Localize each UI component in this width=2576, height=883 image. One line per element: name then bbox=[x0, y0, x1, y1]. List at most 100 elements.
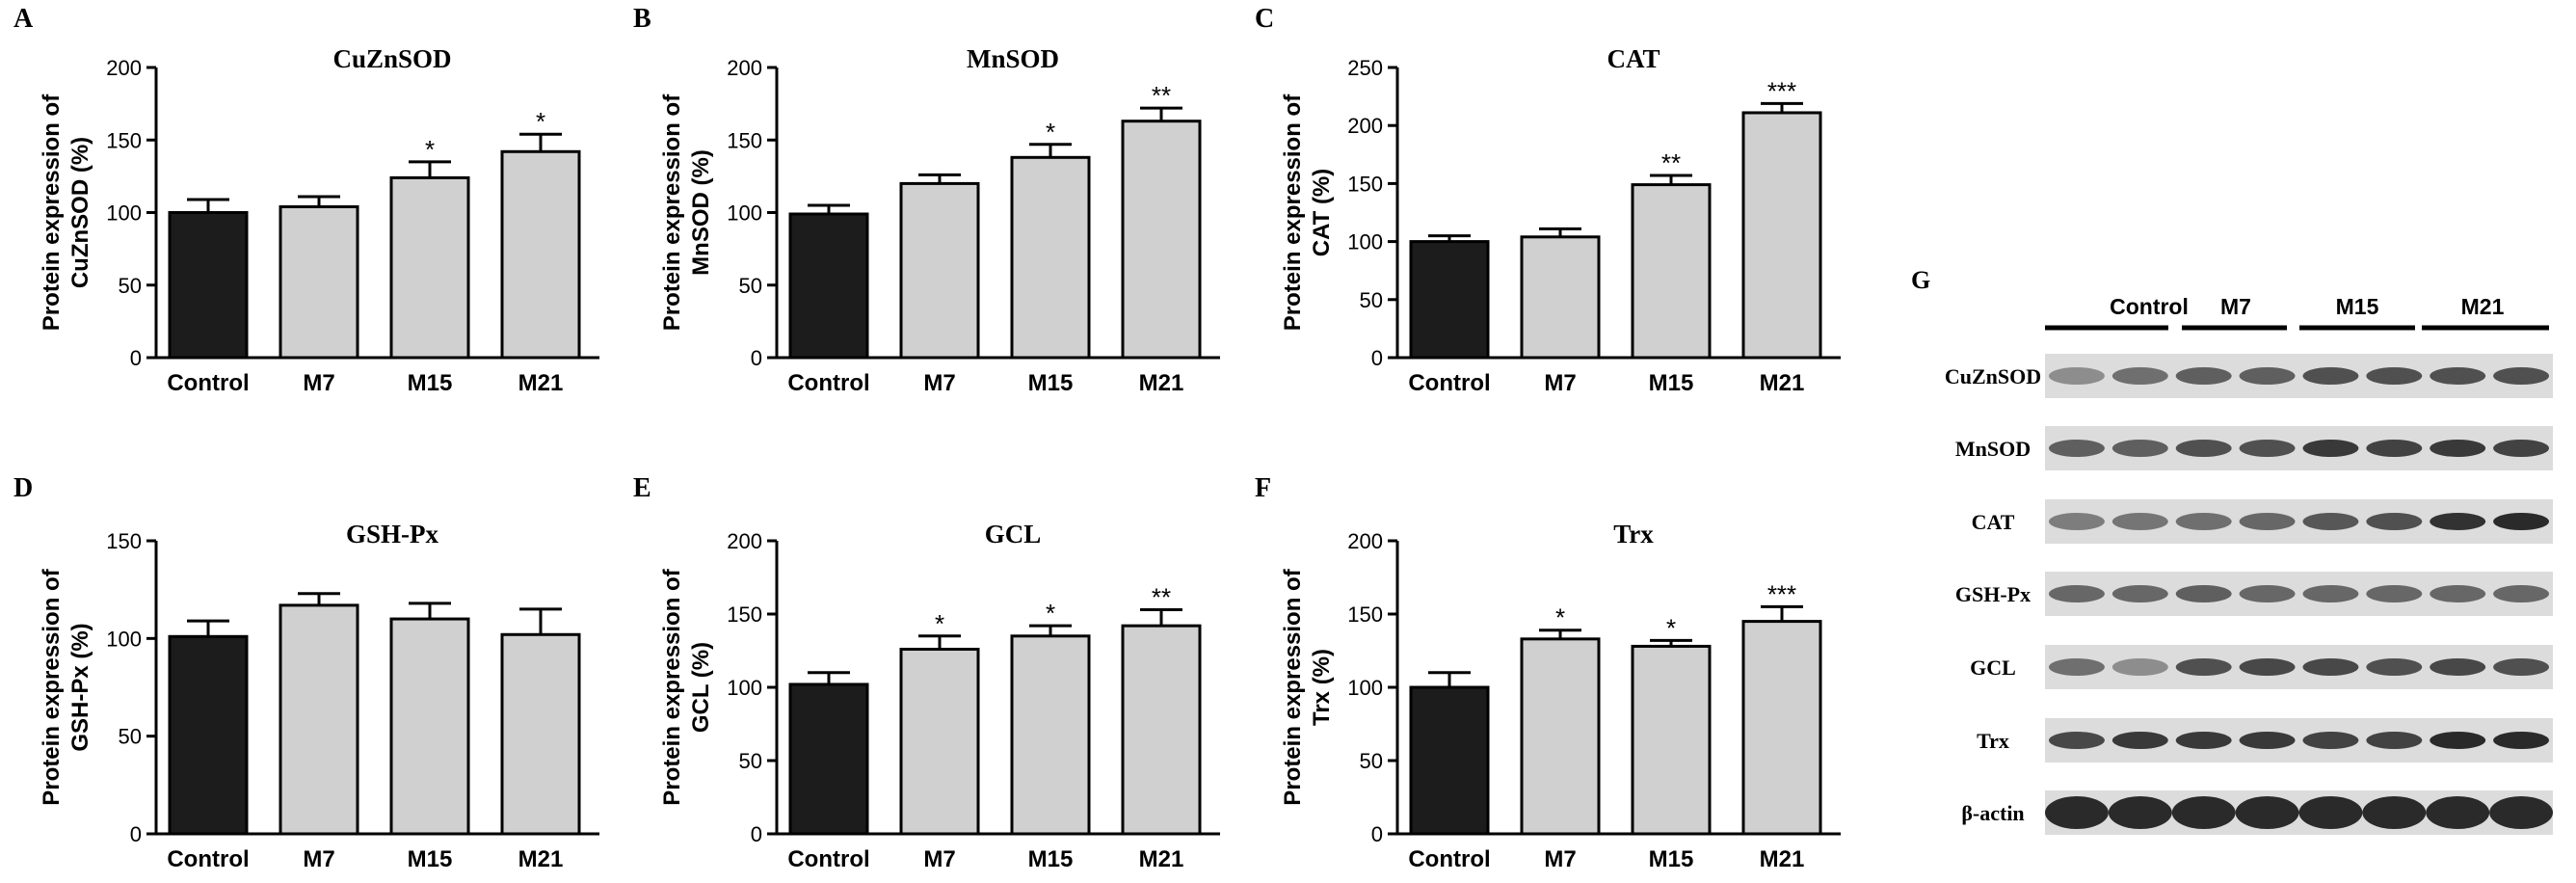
blot-protein-label: Trx bbox=[1977, 729, 2009, 753]
bar-m15 bbox=[1631, 183, 1712, 360]
bar-control bbox=[1409, 240, 1490, 360]
bar-m21 bbox=[1121, 624, 1202, 836]
blot-band bbox=[2489, 796, 2553, 829]
x-tick-label: M15 bbox=[1649, 846, 1694, 872]
x-tick-label: M15 bbox=[408, 370, 453, 396]
chart-panel-e: E GCL Protein expression of GCL (%) 0 50 100 15… bbox=[633, 473, 1220, 872]
x-tick-label: M15 bbox=[408, 846, 453, 872]
panel-label: E bbox=[633, 473, 651, 503]
y-axis-label-line: CuZnSOD (%) bbox=[67, 137, 93, 288]
chart-panel-c: C CAT Protein expression of CAT (%) 0 50 100 15… bbox=[1255, 4, 1841, 396]
bar-control bbox=[168, 634, 249, 836]
blot-row-gsh-px: GSH-Px bbox=[1955, 572, 2553, 616]
panel-label: B bbox=[633, 4, 651, 34]
blot-band bbox=[2111, 732, 2168, 749]
blot-band bbox=[2175, 585, 2232, 602]
y-tick-label: 150 bbox=[1347, 172, 1383, 196]
bar-m15 bbox=[1010, 634, 1091, 836]
blot-band bbox=[2430, 658, 2486, 676]
blot-band bbox=[2493, 585, 2549, 602]
x-tick-label: M21 bbox=[1139, 370, 1184, 396]
x-tick-label: M21 bbox=[518, 370, 564, 396]
x-tick-label: M7 bbox=[1544, 846, 1576, 872]
y-tick-label: 100 bbox=[727, 676, 762, 700]
y-tick-label: 0 bbox=[130, 346, 142, 370]
significance-marker: * bbox=[425, 135, 435, 164]
blot-group-label-m21: M21 bbox=[2461, 294, 2505, 319]
blot-band bbox=[2049, 732, 2105, 749]
bar-m15 bbox=[1010, 155, 1091, 360]
blot-band bbox=[2493, 513, 2549, 530]
y-tick-label: 150 bbox=[106, 128, 142, 152]
bar-m7 bbox=[899, 647, 980, 836]
blot-band bbox=[2302, 513, 2359, 530]
bar-m7 bbox=[279, 204, 359, 360]
blot-group-label-m7: M7 bbox=[2220, 294, 2251, 319]
x-tick-label: Control bbox=[167, 846, 249, 872]
blot-band bbox=[2302, 440, 2359, 457]
blot-protein-label: β-actin bbox=[1961, 801, 2024, 825]
blot-band bbox=[2049, 658, 2105, 676]
bar-control bbox=[788, 212, 869, 360]
y-tick-label: 150 bbox=[727, 128, 762, 152]
chart-title: GCL bbox=[985, 520, 1042, 549]
blot-band bbox=[2111, 440, 2168, 457]
blot-group-label-m15: M15 bbox=[2336, 294, 2379, 319]
chart-title: MnSOD bbox=[967, 44, 1059, 73]
blot-band bbox=[2366, 513, 2423, 530]
y-axis-label: Protein expression of Trx (%) bbox=[1280, 568, 1335, 805]
blot-protein-label: CAT bbox=[1972, 510, 2015, 534]
blot-band bbox=[2045, 796, 2109, 829]
y-axis-label-line: CAT (%) bbox=[1309, 169, 1335, 257]
x-tick-label: M15 bbox=[1028, 846, 1074, 872]
x-tick-label: M21 bbox=[1760, 370, 1805, 396]
blot-group-label-control: Control bbox=[2110, 294, 2189, 319]
y-tick-label: 50 bbox=[1360, 749, 1383, 773]
x-tick-label: M7 bbox=[303, 370, 334, 396]
x-tick-label: M15 bbox=[1028, 370, 1074, 396]
blot-row-mnsod: MnSOD bbox=[1955, 426, 2553, 470]
blot-band bbox=[2239, 440, 2296, 457]
panel-label: D bbox=[13, 473, 33, 503]
y-tick-label: 0 bbox=[130, 822, 142, 846]
bar-m7 bbox=[1520, 637, 1601, 836]
blot-protein-label: CuZnSOD bbox=[1945, 364, 2041, 388]
western-blot-panel-g: G Control M7 M15 M21 CuZnSOD MnSOD CAT GSH-Px GCL… bbox=[1911, 266, 2553, 835]
y-tick-label: 200 bbox=[1347, 114, 1383, 138]
blot-band bbox=[2430, 367, 2486, 385]
x-tick-label: M15 bbox=[1649, 370, 1694, 396]
y-axis-label-line: MnSOD (%) bbox=[688, 149, 714, 276]
blot-band bbox=[2302, 367, 2359, 385]
y-axis-label-line: Trx (%) bbox=[1309, 649, 1335, 726]
blot-band bbox=[2175, 658, 2232, 676]
bar-m15 bbox=[389, 617, 470, 836]
blot-band bbox=[2108, 796, 2172, 829]
y-tick-label: 100 bbox=[106, 201, 142, 226]
blot-band bbox=[2430, 585, 2486, 602]
bar-m7 bbox=[1520, 235, 1601, 360]
blot-band bbox=[2493, 658, 2549, 676]
blot-band bbox=[2493, 440, 2549, 457]
y-tick-label: 0 bbox=[1371, 822, 1383, 846]
blot-band bbox=[2366, 732, 2423, 749]
blot-band bbox=[2366, 367, 2423, 385]
significance-marker: ** bbox=[1152, 582, 1171, 611]
blot-band bbox=[2493, 367, 2549, 385]
y-tick-label: 150 bbox=[727, 602, 762, 627]
blot-band bbox=[2049, 513, 2105, 530]
bar-control bbox=[1409, 685, 1490, 836]
y-axis-label-line: GCL (%) bbox=[688, 642, 714, 733]
bar-m21 bbox=[500, 149, 581, 360]
y-tick-label: 150 bbox=[106, 529, 142, 553]
blot-band bbox=[2239, 367, 2296, 385]
bar-m15 bbox=[389, 175, 470, 360]
x-tick-label: Control bbox=[167, 370, 249, 396]
y-tick-label: 100 bbox=[727, 201, 762, 226]
panel-label: F bbox=[1255, 473, 1271, 503]
significance-marker: * bbox=[1046, 599, 1055, 628]
x-tick-label: Control bbox=[1408, 846, 1490, 872]
y-tick-label: 50 bbox=[1360, 288, 1383, 312]
blot-band bbox=[2426, 796, 2490, 829]
bar-m21 bbox=[1121, 120, 1202, 360]
blot-band bbox=[2362, 796, 2427, 829]
